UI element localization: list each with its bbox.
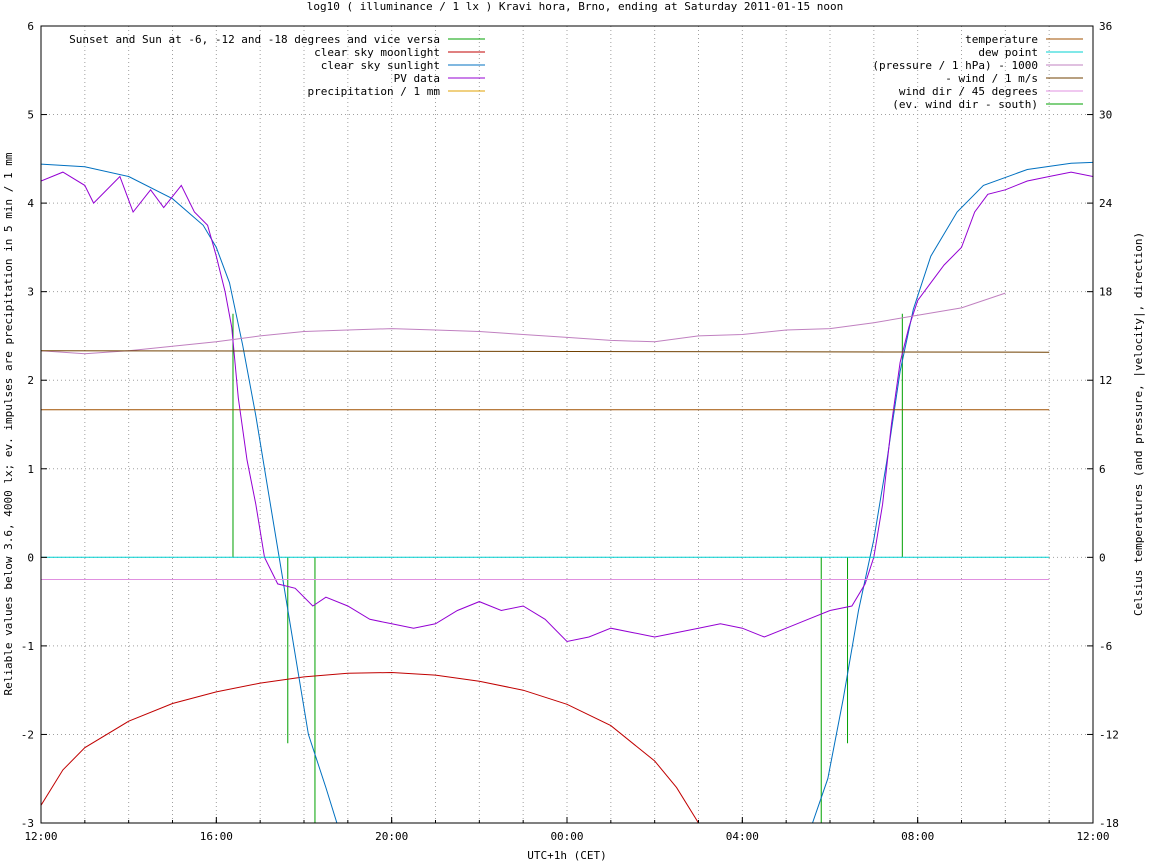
- x-tick-label: 00:00: [550, 830, 583, 843]
- y2-tick-label: 12: [1099, 374, 1112, 387]
- wind-1-m-s-line: [41, 350, 1050, 353]
- y-tick-label: 5: [27, 109, 34, 122]
- y-tick-label: -3: [21, 817, 34, 830]
- legend-left-label: PV data: [394, 72, 440, 85]
- y2-tick-label: -18: [1099, 817, 1119, 830]
- legend-right-label: - wind / 1 m/s: [945, 72, 1038, 85]
- x-tick-label: 12:00: [1076, 830, 1109, 843]
- y2-tick-label: 36: [1099, 20, 1112, 33]
- legend-right-label: (ev. wind dir - south): [892, 98, 1038, 111]
- clear-sky-sunlight-line: [812, 161, 1093, 823]
- x-tick-label: 12:00: [24, 830, 57, 843]
- y-tick-label: 1: [27, 463, 34, 476]
- y-tick-label: 6: [27, 20, 34, 33]
- y2-tick-label: -6: [1099, 640, 1112, 653]
- grid-lines: [41, 26, 1093, 823]
- y-tick-label: 2: [27, 374, 34, 387]
- y-tick-label: -1: [21, 640, 34, 653]
- chart-series: [41, 161, 1093, 823]
- y-tick-label: 4: [27, 197, 34, 210]
- y-tick-label: -2: [21, 728, 34, 741]
- x-tick-label: 16:00: [200, 830, 233, 843]
- x-tick-label: 08:00: [901, 830, 934, 843]
- legend-left-label: precipitation / 1 mm: [308, 85, 441, 98]
- x-tick-label: 04:00: [726, 830, 759, 843]
- y2-axis-label: Celsius temperatures (and pressure, |vel…: [1132, 232, 1145, 616]
- chart-title: log10 ( illuminance / 1 lx ) Kravi hora,…: [307, 0, 843, 13]
- y2-tick-label: 30: [1099, 109, 1112, 122]
- legend-left-label: clear sky moonlight: [314, 46, 440, 59]
- y2-tick-label: 6: [1099, 463, 1106, 476]
- y2-tick-label: 0: [1099, 551, 1106, 564]
- legend-right-label: dew point: [978, 46, 1038, 59]
- legend-right-label: (pressure / 1 hPa) - 1000: [872, 59, 1038, 72]
- legend: Sunset and Sun at -6, -12 and -18 degree…: [69, 33, 1083, 111]
- legend-left-label: Sunset and Sun at -6, -12 and -18 degree…: [69, 33, 440, 46]
- legend-right-label: wind dir / 45 degrees: [899, 85, 1038, 98]
- clear-sky-sunlight-line: [41, 163, 338, 823]
- x-axis-label: UTC+1h (CET): [527, 849, 606, 862]
- pv-data-line: [41, 171, 1093, 643]
- y2-tick-label: 24: [1099, 197, 1113, 210]
- x-tick-label: 20:00: [375, 830, 408, 843]
- legend-left-label: clear sky sunlight: [321, 59, 440, 72]
- pressure-1-hpa-1000-line: [41, 292, 1006, 355]
- y2-tick-label: -12: [1099, 728, 1119, 741]
- plot-frame: [40, 25, 1094, 824]
- y2-tick-label: 18: [1099, 286, 1112, 299]
- y-tick-label: 0: [27, 551, 34, 564]
- y-axis-label: Reliable values below 3.6, 4000 lx; ev. …: [2, 152, 15, 695]
- y-tick-label: 3: [27, 286, 34, 299]
- legend-right-label: temperature: [965, 33, 1038, 46]
- clear-sky-moonlight-line: [41, 671, 699, 823]
